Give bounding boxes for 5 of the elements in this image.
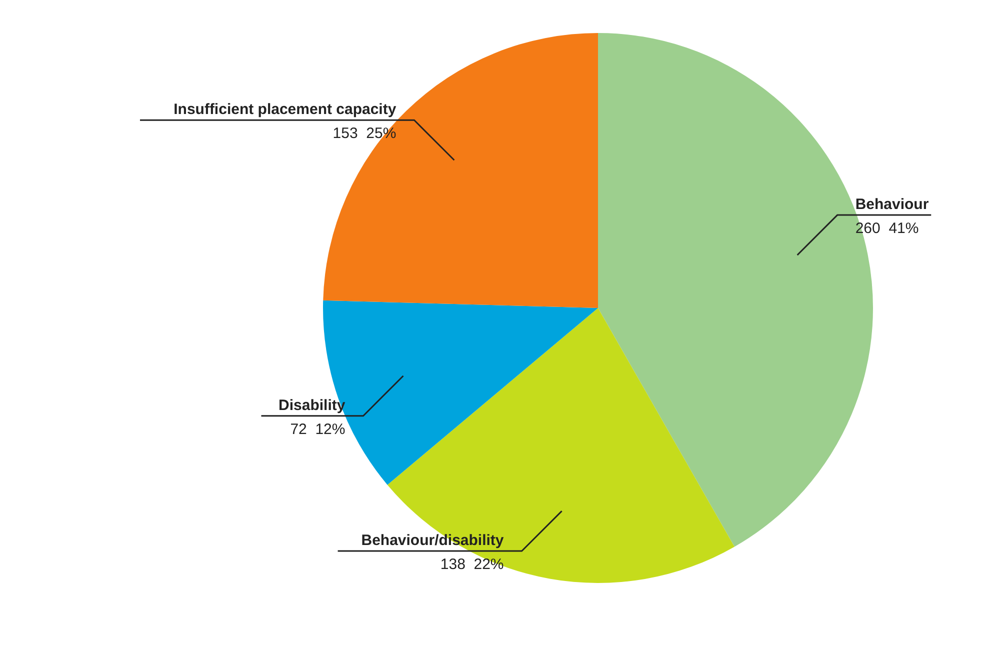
data-label: 72 12% [290,420,346,438]
data-label: 260 41% [855,220,919,238]
slice-label: Behaviour [855,196,929,214]
slice-label: Insufficient placement capacity [174,101,397,118]
data-label: 138 22% [440,556,504,574]
